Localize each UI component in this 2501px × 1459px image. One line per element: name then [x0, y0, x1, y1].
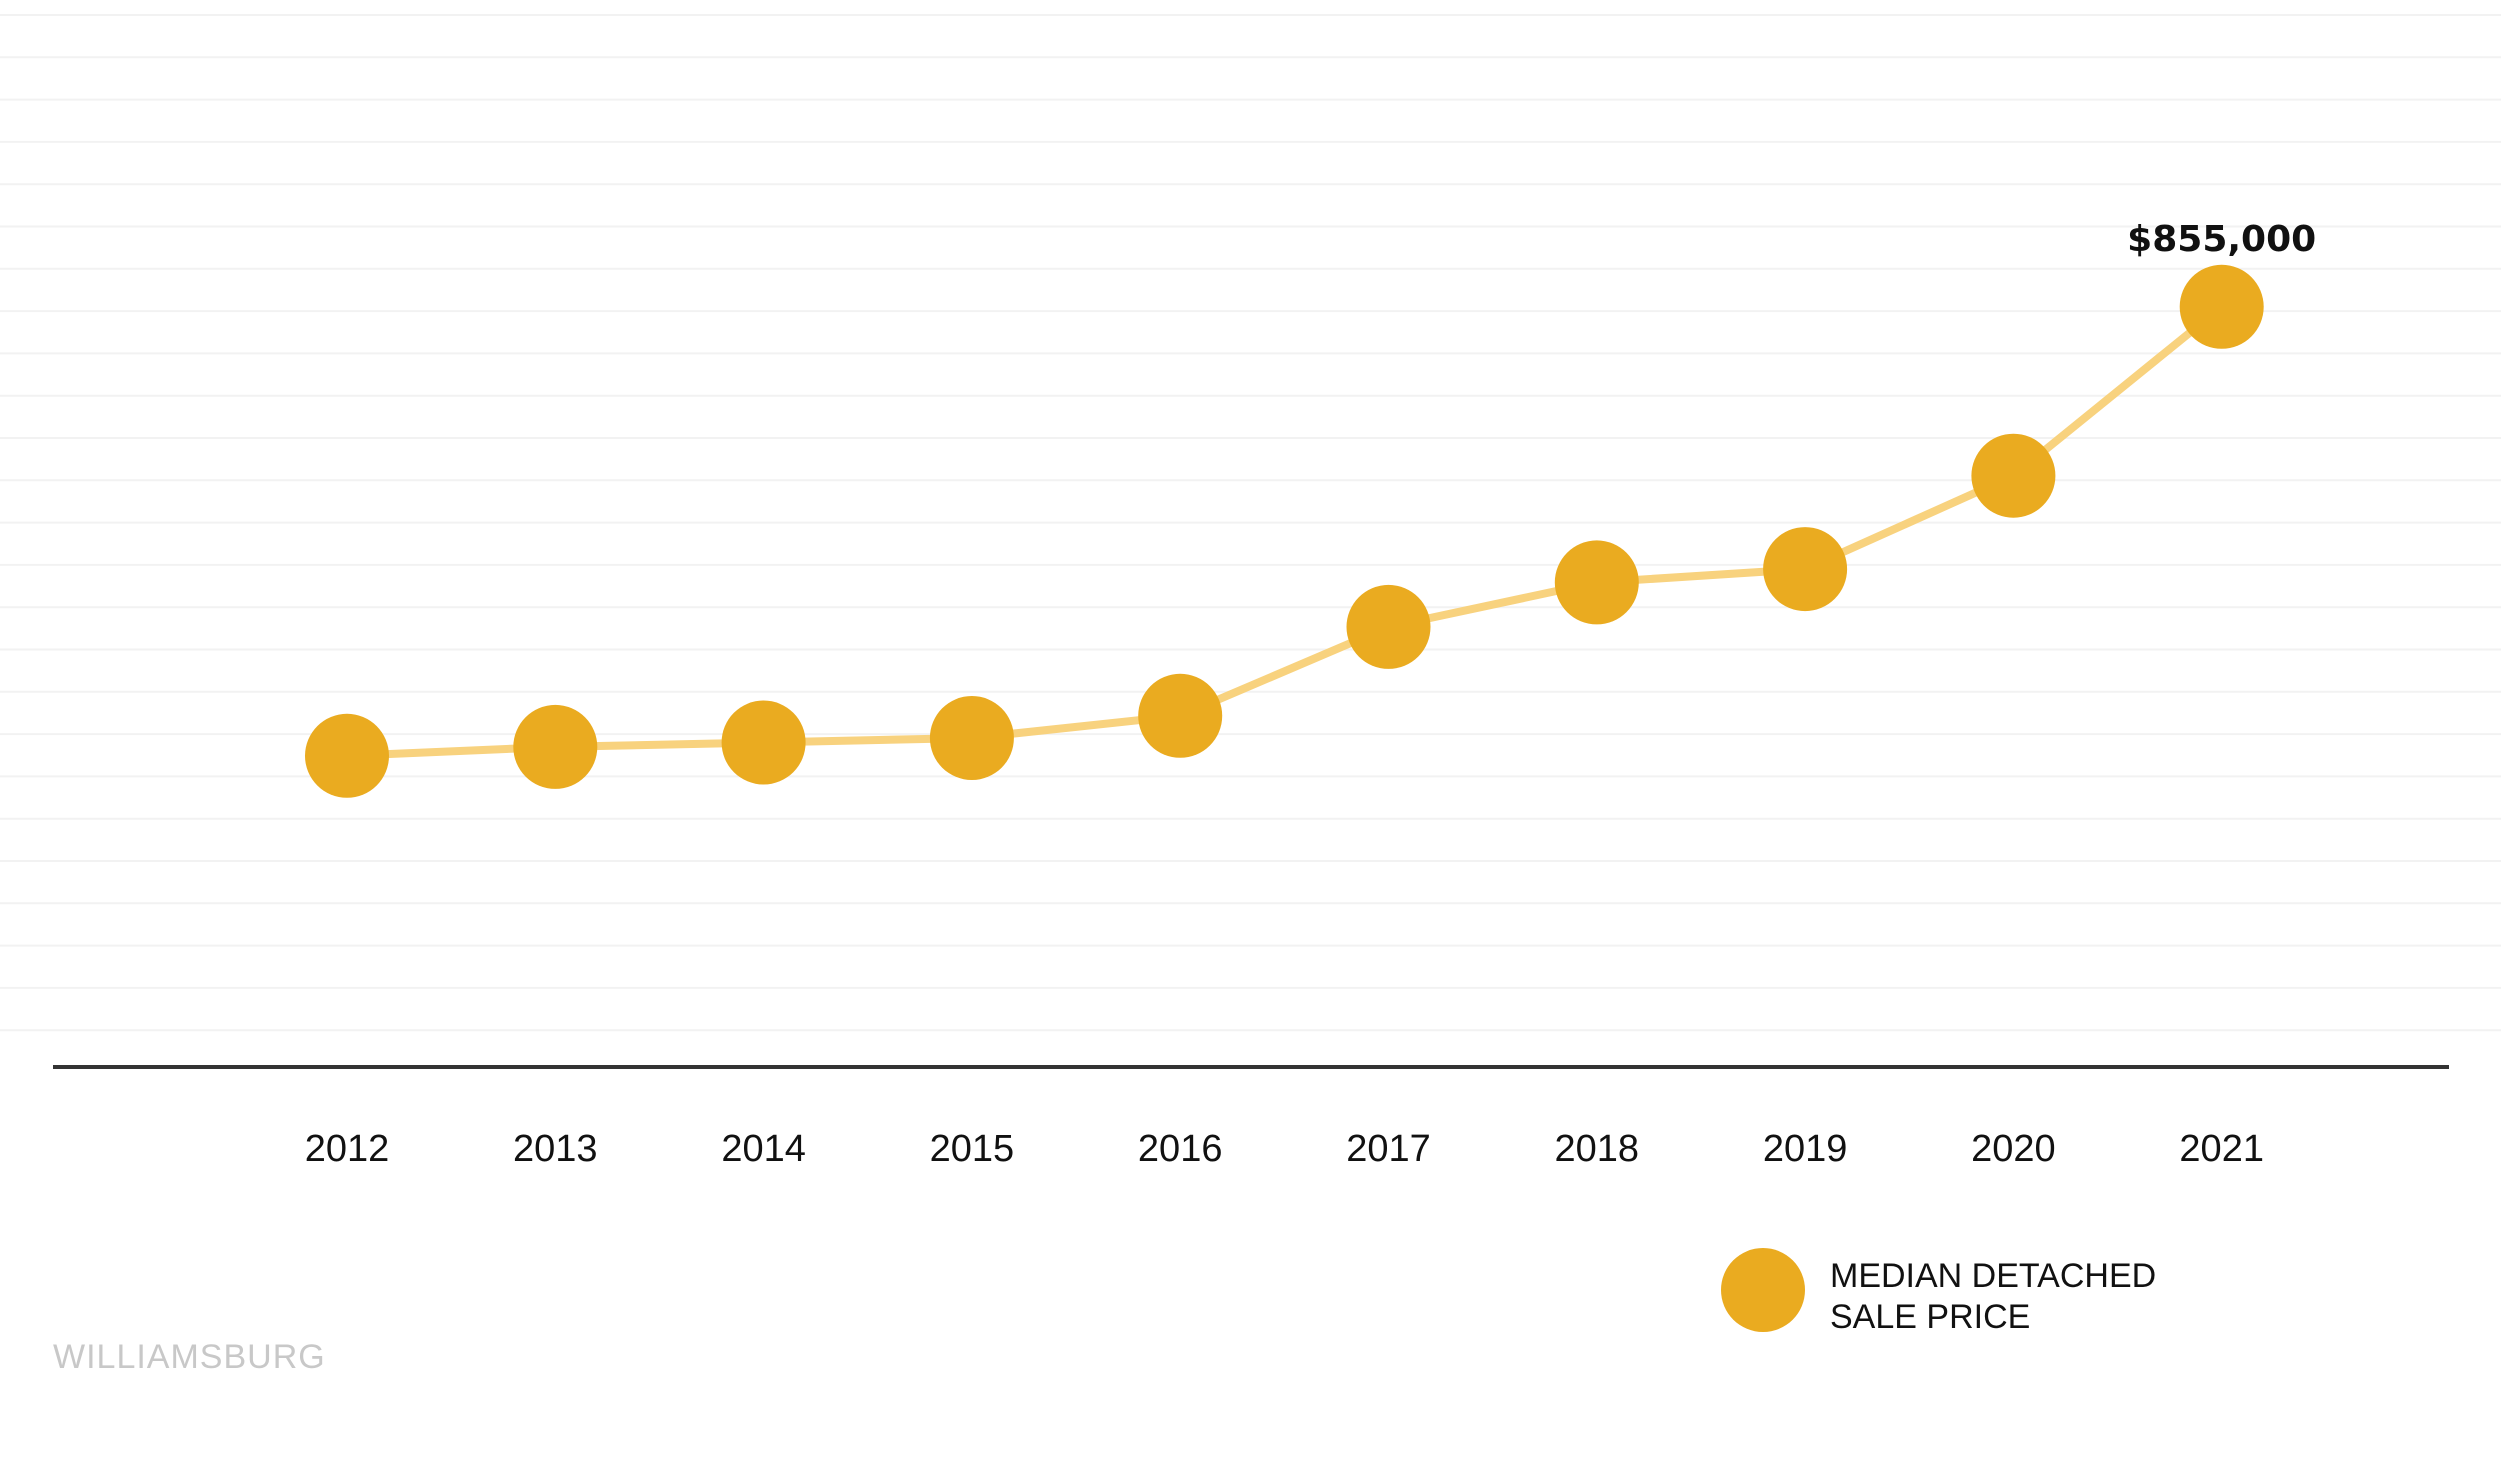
- x-tick-label-2014: 2014: [721, 1128, 806, 1170]
- x-tick-label-2020: 2020: [1971, 1128, 2056, 1170]
- x-tick-label-2016: 2016: [1138, 1128, 1223, 1170]
- legend-marker: [1721, 1248, 1805, 1332]
- data-point-2018: [1554, 540, 1639, 625]
- x-tick-label-2018: 2018: [1555, 1128, 1640, 1170]
- series-line: [346, 303, 2225, 760]
- x-tick-label-2021: 2021: [2179, 1128, 2264, 1170]
- footer-label: WILLIAMSBURG: [53, 1338, 326, 1376]
- x-tick-label-2019: 2019: [1763, 1128, 1848, 1170]
- data-point-2015: [929, 696, 1014, 780]
- data-label-2021: $855,000: [2127, 219, 2316, 260]
- data-point-2013: [513, 704, 598, 789]
- x-tick-label-2013: 2013: [513, 1128, 598, 1170]
- data-points: [305, 264, 2264, 798]
- data-point-2012: [305, 713, 389, 798]
- data-point-2019: [1763, 527, 1848, 612]
- data-point-2017: [1346, 584, 1431, 669]
- legend: MEDIAN DETACHED SALE PRICE: [1721, 1248, 2156, 1336]
- legend-label-line2: SALE PRICE: [1830, 1298, 2030, 1336]
- x-tick-label-2012: 2012: [305, 1128, 390, 1170]
- data-point-2014: [721, 700, 806, 785]
- data-point-2021: [2179, 264, 2264, 349]
- x-tick-label-2015: 2015: [930, 1128, 1015, 1170]
- gridlines: [0, 14, 2501, 1032]
- data-point-2016: [1138, 673, 1223, 758]
- data-point-2020: [1971, 433, 2056, 518]
- x-tick-label-2017: 2017: [1346, 1128, 1431, 1170]
- x-tick-labels: 2012 2013 2014 2015 2016 2017 2018 2019 2020 2021: [305, 1128, 2264, 1170]
- legend-label-line1: MEDIAN DETACHED: [1830, 1257, 2156, 1295]
